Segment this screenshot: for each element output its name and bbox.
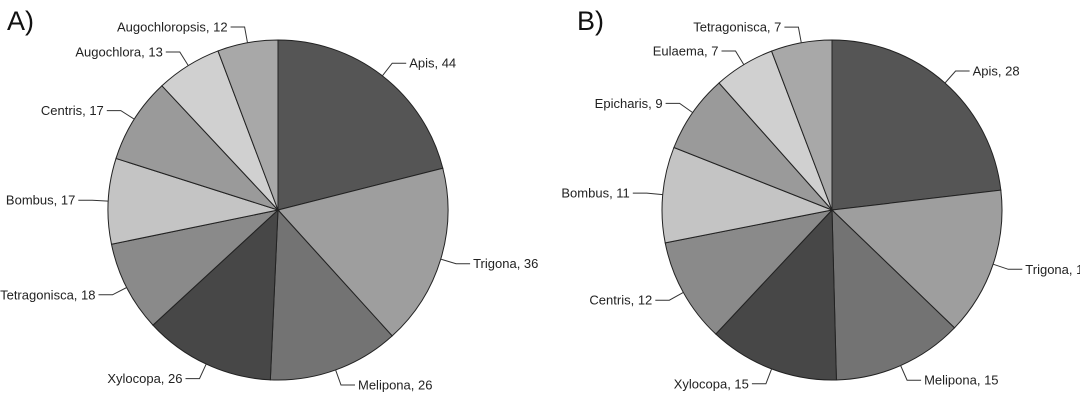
pie-slice-melipona [831,208,956,381]
slice-label-tetragonisca: Tetragonisca, 18 [0,287,95,302]
leader-line-centris [106,110,135,120]
pie-slice-tetragonisca [110,209,280,326]
slice-label-centris: Centris, 17 [41,103,104,118]
panel-label-b: B) [577,6,604,36]
leader-line-bombus [78,199,109,202]
slice-label-melipona: Melipona, 26 [358,378,432,393]
slice-label-xylocopa: Xylocopa, 26 [107,371,182,386]
slice-label-trigona: Trigona, 17 [1025,262,1080,277]
pie-slice-apis [831,39,1002,211]
pie-slice-bombus [661,146,834,244]
slice-label-centris: Centris, 12 [589,293,652,308]
pie-slice-xylocopa [152,208,279,381]
pie-a-svg: Apis, 44 Trigona, 36 Melipona, 26 Xylocopa,… [0,20,538,393]
slice-label-augochlora: Augochlora, 13 [75,45,162,60]
slice-label-apis: Apis, 28 [973,64,1020,79]
leader-line-tetragonisca [784,26,802,43]
leader-line-apis [382,62,407,77]
slice-label-eulaema: Eulaema, 7 [653,44,719,59]
slice-label-apis: Apis, 44 [409,56,456,71]
panel-label-a: A) [7,6,34,36]
slice-label-trigona: Trigona, 36 [473,256,538,271]
slice-label-augochloropsis: Augochloropsis, 12 [117,20,228,35]
leader-line-melipona [335,369,355,386]
pie-slice-apis [277,39,444,211]
pie-chart-a: A) Apis, 44 Trigona, 36 Melipona, 26 Xyloco… [0,6,538,393]
leader-line-augochlora [165,51,189,66]
leader-line-xylocopa [185,363,207,380]
slice-label-xylocopa: Xylocopa, 15 [674,376,749,391]
slice-label-bombus: Bombus, 11 [561,186,629,201]
slice-label-epicharis: Epicharis, 9 [595,96,663,111]
pie-b-svg: Apis, 28 Trigona, 17 Melipona, 15 Xylocopa,… [561,20,1080,392]
leader-line-eulaema [721,50,745,65]
leader-line-trigona [992,263,1023,270]
slice-label-tetragonisca: Tetragonisca, 7 [693,20,781,35]
pie-slice-melipona [269,208,393,381]
pie-slice-trigona [277,167,449,337]
leader-line-trigona [440,258,471,265]
leader-line-centris [655,291,684,301]
pie-chart-b: B) Apis, 28 Trigona, 17 Melipona, 15 Xyloco… [540,0,1080,400]
leader-line-bombus [632,192,663,196]
leader-line-apis [944,70,970,84]
pie-slice-xylocopa [715,208,837,381]
leader-line-tetragonisca [98,287,127,296]
slice-label-bombus: Bombus, 17 [6,193,75,208]
slice-label-melipona: Melipona, 15 [924,373,998,388]
leader-line-melipona [900,365,922,381]
leader-line-xylocopa [751,368,773,385]
leader-line-epicharis [665,102,693,114]
leader-line-augochloropsis [230,26,248,43]
pie-slice-centris [664,209,834,335]
